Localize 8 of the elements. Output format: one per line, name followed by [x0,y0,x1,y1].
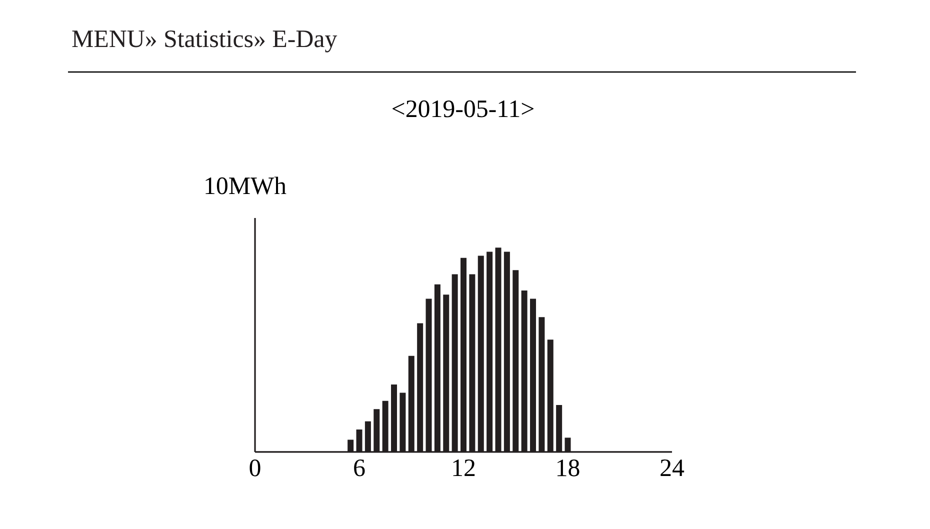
x-tick-label: 0 [250,460,260,476]
y-axis-title: 10MWh [206,176,286,194]
x-tick-label: 12 [453,460,475,476]
x-tick-label: 24 [660,460,684,476]
chart-subtitle: <2019-05-11> [392,100,534,118]
chart-title: MENU» Statistics» E-Day [72,30,338,52]
x-tick-label: 18 [557,460,580,476]
x-tick-label: 6 [354,460,365,476]
